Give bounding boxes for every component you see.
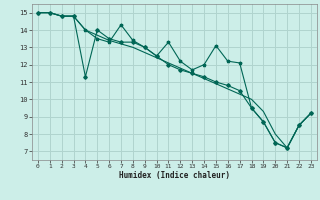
X-axis label: Humidex (Indice chaleur): Humidex (Indice chaleur) xyxy=(119,171,230,180)
